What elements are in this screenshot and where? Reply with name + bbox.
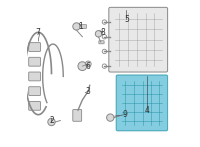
Text: 8: 8 — [101, 28, 105, 37]
FancyBboxPatch shape — [109, 7, 168, 72]
Text: 2: 2 — [49, 116, 54, 125]
Text: 1: 1 — [79, 22, 83, 31]
Circle shape — [95, 31, 102, 37]
Circle shape — [107, 114, 114, 121]
FancyBboxPatch shape — [29, 87, 40, 96]
Circle shape — [78, 62, 87, 71]
FancyBboxPatch shape — [116, 75, 168, 131]
Text: 9: 9 — [123, 110, 127, 119]
FancyBboxPatch shape — [29, 43, 40, 51]
Text: 5: 5 — [124, 15, 129, 24]
Text: 7: 7 — [36, 28, 41, 37]
Circle shape — [85, 61, 91, 67]
FancyBboxPatch shape — [99, 41, 104, 44]
FancyBboxPatch shape — [73, 110, 82, 121]
Circle shape — [48, 118, 55, 126]
FancyBboxPatch shape — [29, 72, 40, 81]
FancyBboxPatch shape — [29, 101, 40, 110]
Text: 4: 4 — [145, 106, 149, 115]
Circle shape — [73, 23, 80, 30]
Text: 6: 6 — [86, 62, 91, 71]
Text: 3: 3 — [86, 87, 91, 96]
FancyBboxPatch shape — [80, 25, 86, 28]
FancyBboxPatch shape — [29, 57, 40, 66]
